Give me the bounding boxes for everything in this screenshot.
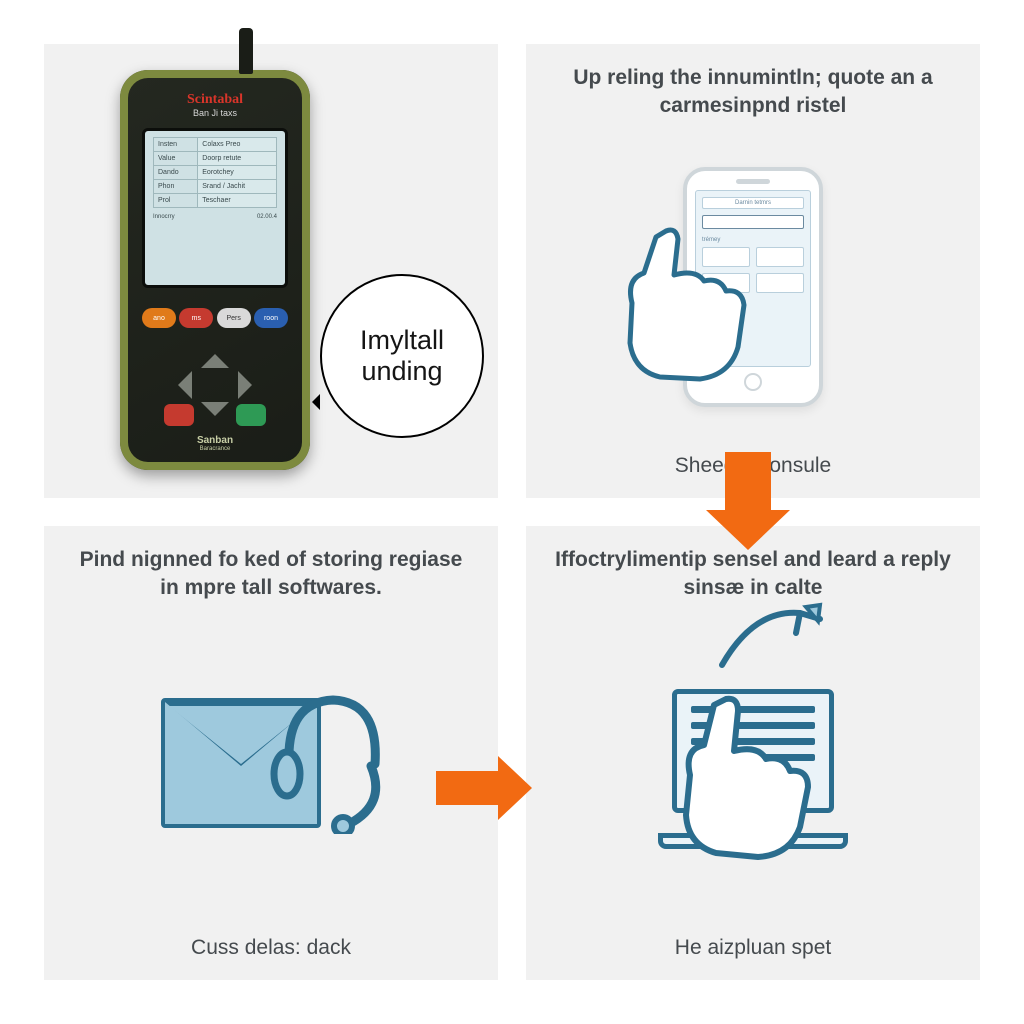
panel-device: Scintabal Ban Ji taxs InstenColaxs Preo … (44, 44, 498, 498)
device-corner-button (164, 404, 194, 426)
panel3-caption: Cuss delas: dack (191, 936, 351, 960)
panel-phone: Up reling the innumintln; quote an a car… (526, 44, 980, 498)
device-button: roon (254, 308, 288, 328)
callout-leader-icon (304, 394, 320, 410)
smartphone-icon: Darnin tetmrs trémey (683, 167, 823, 407)
phone-label: trémey (702, 237, 804, 243)
callout-bubble: Imyltall unding (320, 274, 484, 438)
callout-line2: unding (361, 356, 442, 387)
device-illustration: Scintabal Ban Ji taxs InstenColaxs Preo … (68, 64, 474, 478)
panel-laptop: Iffoctrylimentip sensel and leard a repl… (526, 526, 980, 980)
device-button: ano (142, 308, 176, 328)
panel2-heading: Up reling the innumintln; quote an a car… (550, 64, 956, 121)
motion-lines-icon (710, 599, 830, 679)
handheld-scanner: Scintabal Ban Ji taxs InstenColaxs Preo … (120, 70, 310, 470)
flow-arrow-right-icon (436, 756, 532, 820)
phone-topbar: Darnin tetmrs (702, 197, 804, 209)
device-brand: Scintabal (120, 92, 310, 108)
callout-line1: Imyltall (360, 325, 444, 356)
infographic-grid: Scintabal Ban Ji taxs InstenColaxs Preo … (0, 0, 1024, 1024)
device-button: ms (179, 308, 213, 328)
panel3-heading: Pind nignned fo ked of storing regiase i… (68, 546, 474, 603)
flow-arrow-down-icon (706, 452, 790, 550)
device-lower-label: Sanban Baracrance (120, 435, 310, 452)
laptop-icon (658, 689, 848, 849)
device-subbrand: Ban Ji taxs (120, 108, 310, 118)
panel4-heading: Iffoctrylimentip sensel and leard a repl… (550, 546, 956, 603)
antenna-icon (239, 28, 253, 74)
mail-headset-icon (161, 684, 381, 854)
screen-footer-right: 02.00.4 (257, 214, 277, 220)
panel4-caption: He aizpluan spet (675, 936, 831, 960)
device-button-row: ano ms Pers roon (142, 308, 288, 328)
screen-footer-left: Innocrry (153, 214, 175, 220)
screen-table: InstenColaxs Preo ValueDoorp retute Dand… (153, 137, 277, 208)
headset-icon (267, 684, 387, 834)
device-screen: InstenColaxs Preo ValueDoorp retute Dand… (142, 128, 288, 288)
device-button: Pers (217, 308, 251, 328)
panel-mail: Pind nignned fo ked of storing regiase i… (44, 526, 498, 980)
device-corner-button (236, 404, 266, 426)
